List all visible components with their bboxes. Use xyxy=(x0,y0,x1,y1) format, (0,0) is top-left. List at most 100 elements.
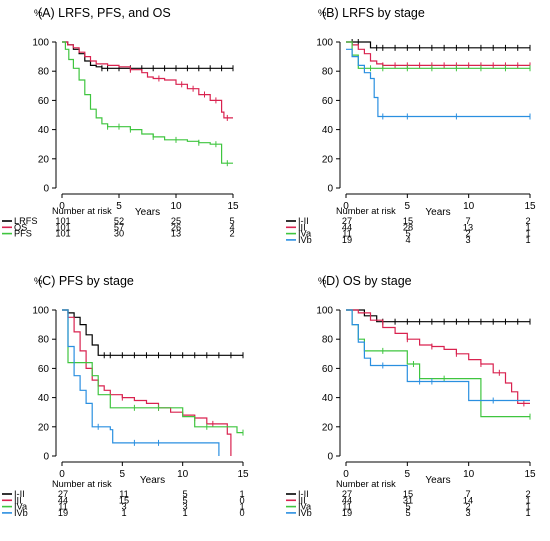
x-axis-label: Years xyxy=(425,207,450,218)
risk-count: 4 xyxy=(229,222,234,232)
y-tick-label: 20 xyxy=(322,154,334,165)
risk-count: 2 xyxy=(465,229,470,239)
risk-count: 13 xyxy=(171,229,181,239)
x-tick-label: 15 xyxy=(237,469,249,480)
risk-count: 1 xyxy=(525,495,530,505)
y-tick-label: 100 xyxy=(316,38,333,49)
risk-table-title: Number at risk xyxy=(52,479,112,489)
risk-count: 11 xyxy=(119,489,129,499)
risk-count: 15 xyxy=(119,495,129,505)
x-tick-label: 0 xyxy=(59,201,65,212)
risk-table-title: Number at risk xyxy=(336,479,396,489)
series-line-green xyxy=(346,41,530,69)
x-tick-label: 15 xyxy=(524,201,536,212)
x-tick-label: 5 xyxy=(120,469,126,480)
x-tick-label: 15 xyxy=(227,201,239,212)
series-line-red xyxy=(62,41,233,119)
y-axis-label: % xyxy=(318,276,327,287)
x-tick-label: 0 xyxy=(343,201,349,212)
risk-count: 57 xyxy=(114,222,124,232)
y-tick-label: 60 xyxy=(38,364,50,375)
y-tick-label: 40 xyxy=(38,125,50,136)
risk-count: 11 xyxy=(342,229,352,239)
x-tick-label: 10 xyxy=(463,201,475,212)
x-tick-label: 10 xyxy=(177,469,189,480)
risk-count: 13 xyxy=(463,222,473,232)
risk-count: 28 xyxy=(403,222,413,232)
risk-count: 7 xyxy=(465,216,470,226)
series-line-black xyxy=(62,41,233,69)
y-tick-label: 80 xyxy=(322,335,334,346)
series-line-red xyxy=(346,41,530,66)
risk-count: 4 xyxy=(405,235,410,245)
x-tick-label: 10 xyxy=(170,201,182,212)
risk-row-label: I-II xyxy=(298,489,309,499)
risk-count: 3 xyxy=(465,508,470,518)
risk-count: 101 xyxy=(55,216,70,226)
risk-count: 1 xyxy=(525,502,530,512)
risk-count: 5 xyxy=(405,508,410,518)
risk-count: 19 xyxy=(342,235,352,245)
risk-count: 7 xyxy=(465,489,470,499)
risk-row-label: OS xyxy=(14,222,27,232)
risk-count: 52 xyxy=(114,216,124,226)
risk-row-label: IVa xyxy=(298,502,312,512)
risk-count: 27 xyxy=(58,489,68,499)
y-tick-label: 80 xyxy=(38,67,50,78)
series-line-red xyxy=(346,309,530,404)
risk-count: 1 xyxy=(525,229,530,239)
panel-title: (D) OS by stage xyxy=(322,274,412,288)
risk-count: 2 xyxy=(525,489,530,499)
risk-count: 26 xyxy=(171,222,181,232)
series-line-blue xyxy=(346,309,530,402)
x-tick-label: 5 xyxy=(405,469,411,480)
y-axis-label: % xyxy=(318,8,327,19)
x-tick-label: 15 xyxy=(524,469,536,480)
y-tick-label: 20 xyxy=(38,154,50,165)
x-tick-label: 5 xyxy=(116,201,122,212)
risk-count: 101 xyxy=(55,229,70,239)
panel-title: (C) PFS by stage xyxy=(38,274,134,288)
risk-count: 14 xyxy=(463,495,473,505)
y-tick-label: 40 xyxy=(38,393,50,404)
risk-count: 31 xyxy=(403,495,413,505)
risk-row-label: III xyxy=(298,495,306,505)
risk-row-label: IVb xyxy=(298,235,312,245)
risk-table-title: Number at risk xyxy=(52,206,112,216)
risk-count: 2 xyxy=(525,216,530,226)
x-tick-label: 5 xyxy=(405,201,411,212)
y-tick-label: 60 xyxy=(38,96,50,107)
x-axis-label: Years xyxy=(140,475,165,486)
series-line-blue xyxy=(346,48,530,118)
y-axis-label: % xyxy=(34,276,43,287)
risk-count: 11 xyxy=(58,502,68,512)
risk-row-label: IVb xyxy=(298,508,312,518)
risk-count: 19 xyxy=(58,508,68,518)
risk-count: 5 xyxy=(229,216,234,226)
y-tick-label: 0 xyxy=(43,184,49,195)
risk-count: 101 xyxy=(55,222,70,232)
risk-count: 19 xyxy=(342,508,352,518)
series-line-black xyxy=(62,309,243,356)
risk-count: 15 xyxy=(403,489,413,499)
risk-count: 1 xyxy=(121,508,126,518)
panel-title: (B) LRFS by stage xyxy=(322,6,425,20)
y-tick-label: 0 xyxy=(43,452,49,463)
risk-count: 27 xyxy=(342,489,352,499)
risk-row-label: PFS xyxy=(14,229,32,239)
series-line-black xyxy=(346,41,530,49)
risk-count: 5 xyxy=(405,502,410,512)
risk-count: 25 xyxy=(171,216,181,226)
y-axis-label: % xyxy=(34,8,43,19)
risk-row-label: IVa xyxy=(298,229,312,239)
y-tick-label: 0 xyxy=(327,452,333,463)
risk-row-label: LRFS xyxy=(14,216,38,226)
risk-count: 44 xyxy=(342,222,352,232)
risk-count: 5 xyxy=(405,229,410,239)
risk-count: 5 xyxy=(182,495,187,505)
risk-count: 0 xyxy=(239,495,244,505)
risk-row-label: III xyxy=(14,495,22,505)
